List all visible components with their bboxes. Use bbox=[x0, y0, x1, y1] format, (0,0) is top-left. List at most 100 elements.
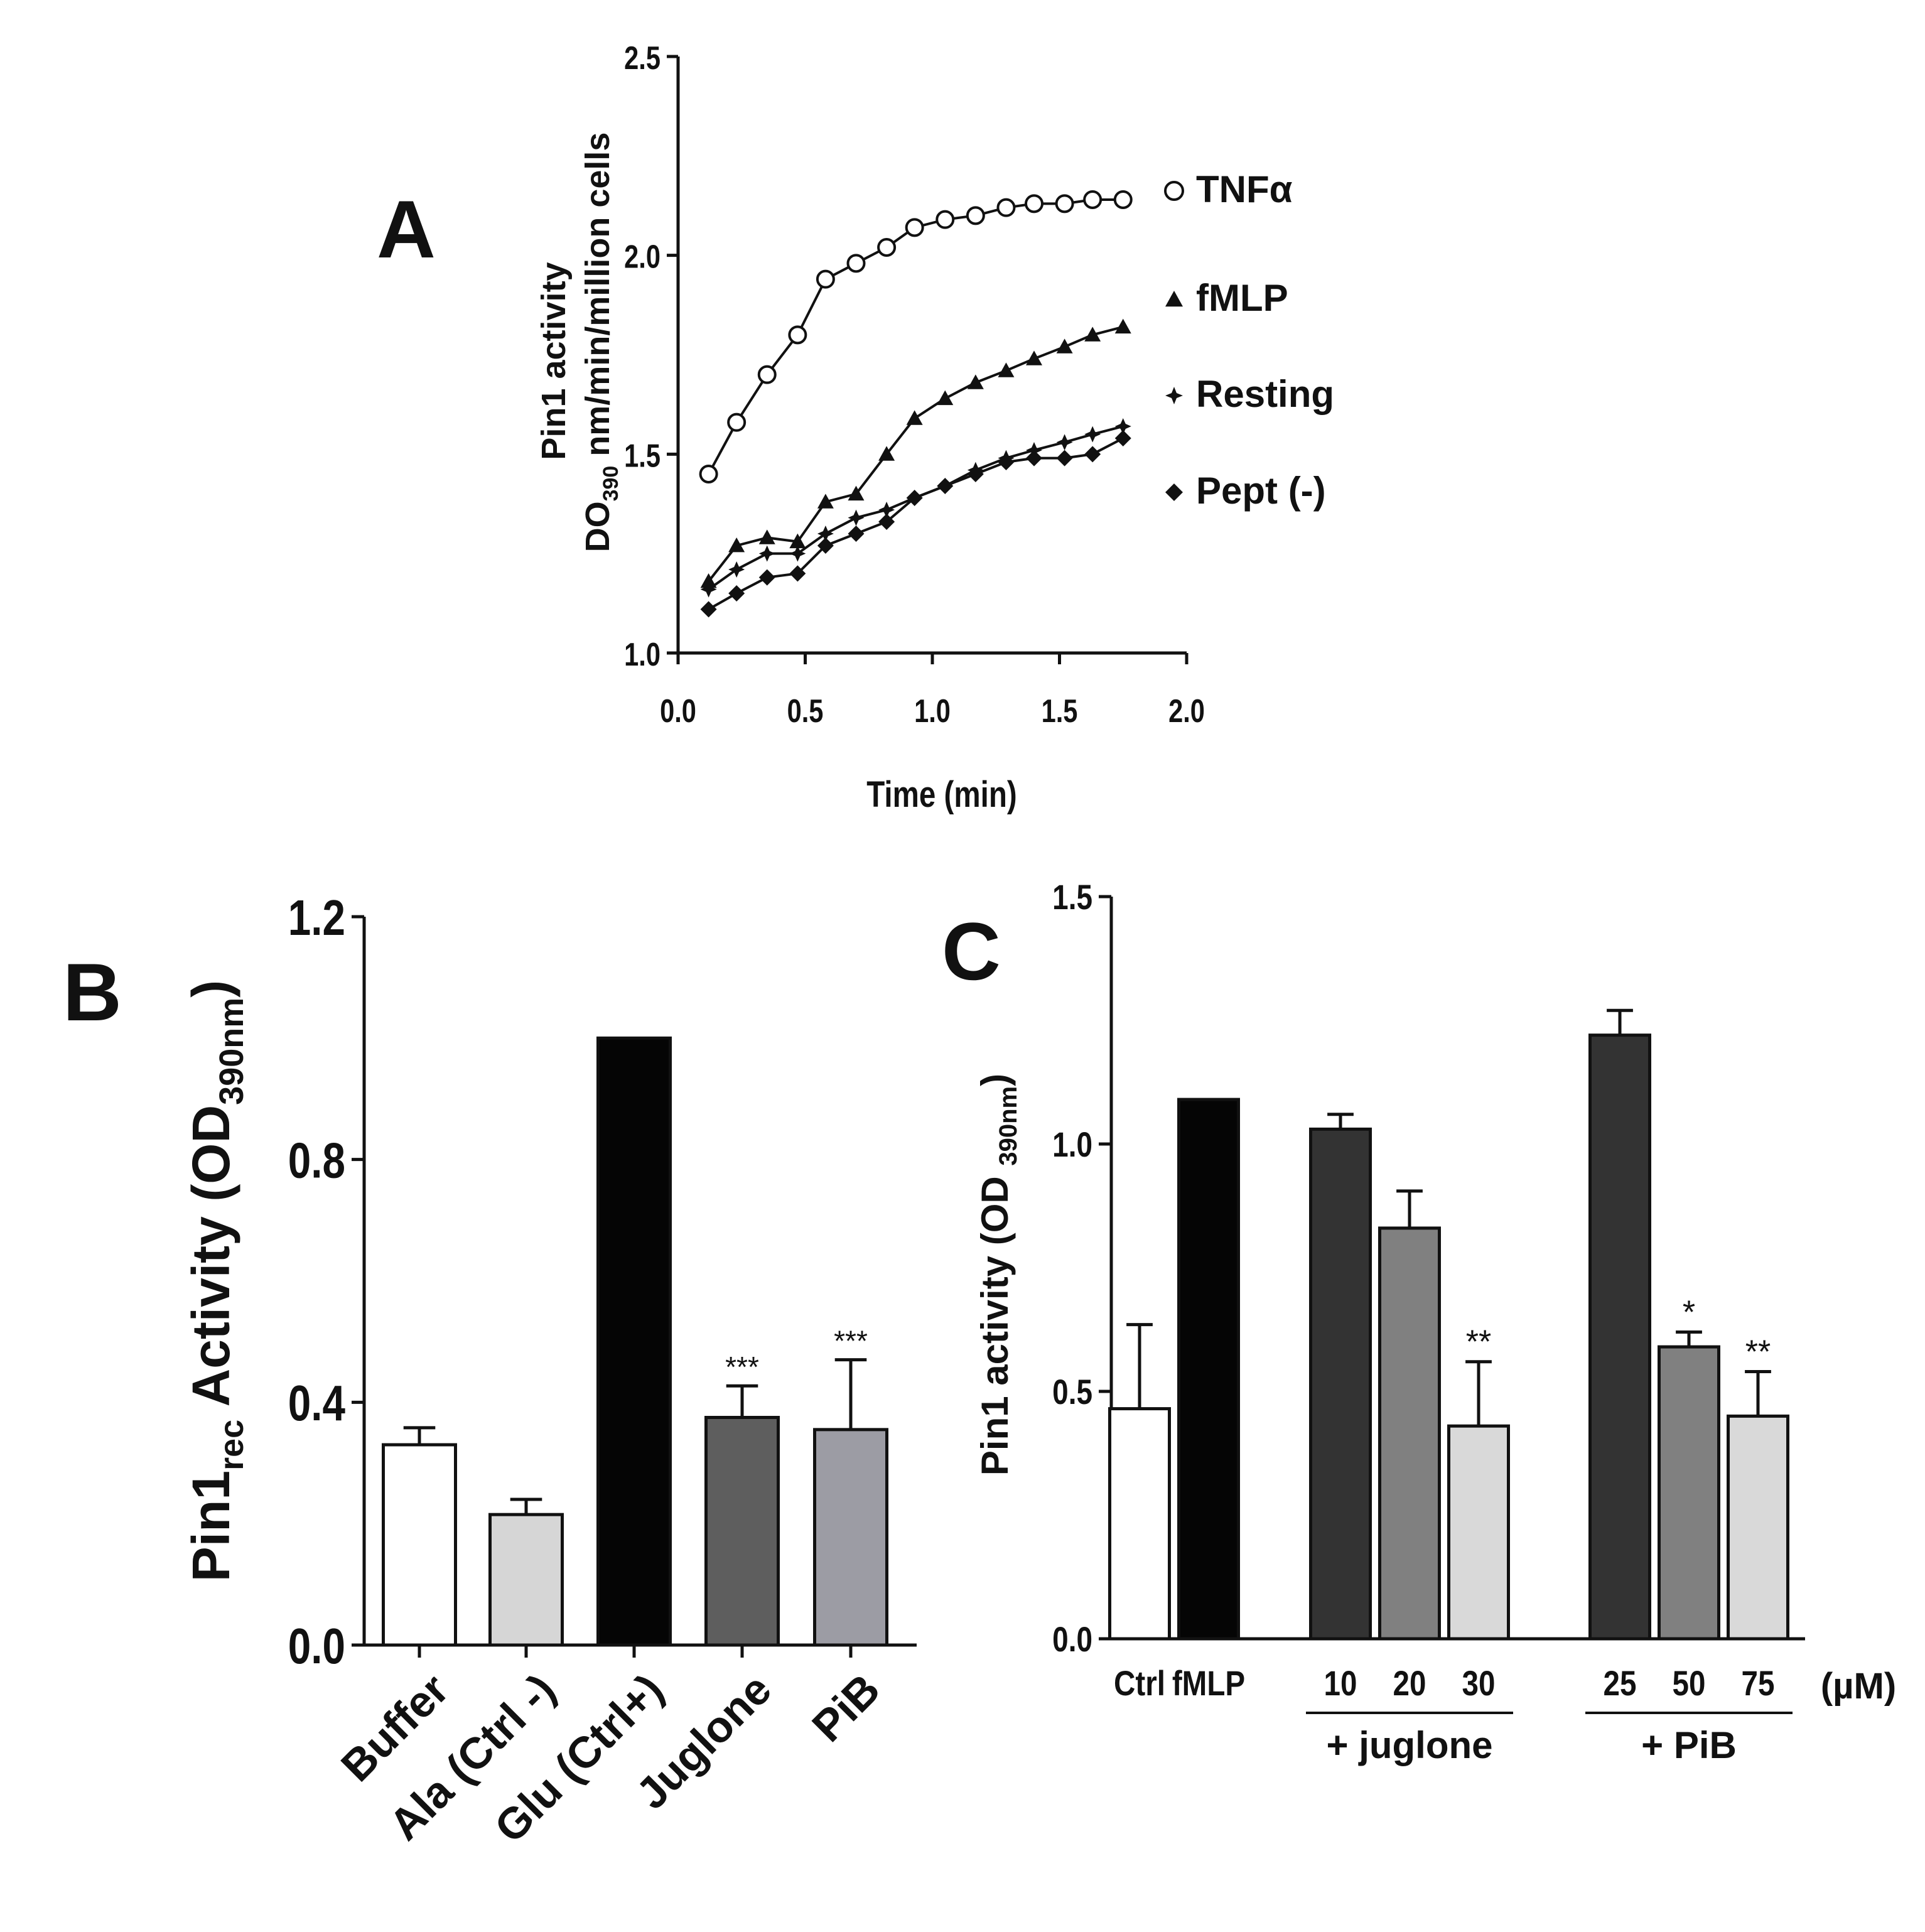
a-x-tick-label: 1.5 bbox=[1042, 693, 1078, 730]
a-data-point bbox=[846, 254, 866, 273]
panel-letter-b: B bbox=[63, 946, 122, 1038]
c-bar bbox=[1447, 1424, 1510, 1641]
a-data-point bbox=[1026, 350, 1042, 365]
a-data-point bbox=[728, 585, 745, 602]
a-legend-label: TNFα bbox=[1196, 168, 1293, 210]
c-significance-label: ** bbox=[1745, 1334, 1771, 1370]
a-series-line bbox=[708, 437, 1124, 611]
c-y-tick-label: 0.5 bbox=[1052, 1373, 1092, 1411]
c-y-tick-label: 1.5 bbox=[1052, 878, 1092, 917]
c-significance-label: ** bbox=[1466, 1324, 1491, 1361]
panel-c-bar-chart: 0.00.51.01.5 ***** Ctrl fMLP 10 20 30 25 50 75 … bbox=[974, 878, 1896, 1766]
a-data-point bbox=[848, 485, 865, 501]
a-data-point bbox=[788, 325, 807, 345]
a-data-point bbox=[967, 466, 984, 482]
c-category-label: Ctrl bbox=[1114, 1664, 1165, 1703]
c-group-label: + PiB bbox=[1641, 1724, 1737, 1766]
c-bar bbox=[1658, 1345, 1720, 1641]
a-series-line bbox=[708, 425, 1124, 591]
panel-a-line-chart: 1.0 1.5 2.0 2.5 0.0 0.5 1.0 1.5 2.0 TNFα fMLP Rest… bbox=[535, 40, 1334, 816]
c-bar bbox=[1177, 1098, 1240, 1641]
a-data-point bbox=[906, 490, 923, 506]
a-data-point bbox=[996, 198, 1016, 217]
c-bar bbox=[1727, 1414, 1789, 1641]
a-data-point bbox=[1056, 450, 1073, 467]
b-bar bbox=[382, 1443, 457, 1647]
a-data-point bbox=[998, 362, 1015, 377]
a-legend-label: fMLP bbox=[1196, 277, 1288, 319]
a-x-tick-label: 0.0 bbox=[660, 693, 696, 730]
a-data-point bbox=[758, 569, 775, 586]
a-data-point bbox=[758, 545, 775, 562]
a-data-point bbox=[1114, 430, 1131, 446]
b-y-tick-label: 0.4 bbox=[288, 1375, 345, 1432]
a-data-point bbox=[728, 537, 745, 553]
a-y-label-line1: Pin1 activity bbox=[535, 262, 573, 460]
c-category-label: 25 bbox=[1604, 1664, 1637, 1703]
c-bar bbox=[1309, 1127, 1372, 1641]
a-data-point bbox=[700, 601, 717, 618]
c-category-label: 10 bbox=[1324, 1664, 1357, 1703]
c-group-label: + juglone bbox=[1326, 1724, 1492, 1766]
a-data-point bbox=[1056, 338, 1073, 353]
a-data-point bbox=[937, 478, 954, 494]
a-data-point bbox=[1083, 190, 1103, 209]
a-data-point bbox=[1084, 426, 1101, 443]
a-data-point bbox=[1055, 194, 1074, 213]
a-data-point bbox=[789, 533, 806, 549]
a-data-point bbox=[699, 465, 718, 483]
a-data-point bbox=[1114, 318, 1131, 334]
a-legend-marker bbox=[1164, 181, 1184, 201]
c-y-tick-label: 0.0 bbox=[1052, 1620, 1092, 1659]
c-bar bbox=[1588, 1033, 1651, 1641]
a-y-tick-label: 1.5 bbox=[624, 437, 661, 474]
b-y-label: Pin1rec Activity (OD390nm) bbox=[181, 980, 251, 1582]
a-data-point bbox=[789, 545, 806, 562]
a-data-point bbox=[758, 529, 775, 544]
b-significance-label: *** bbox=[725, 1351, 759, 1383]
a-data-point bbox=[700, 581, 717, 598]
b-bar bbox=[488, 1513, 564, 1647]
c-category-label: 20 bbox=[1393, 1664, 1426, 1703]
a-data-point bbox=[878, 446, 895, 461]
a-data-point bbox=[848, 526, 865, 542]
c-category-label: 50 bbox=[1673, 1664, 1706, 1703]
a-data-point bbox=[1026, 450, 1042, 467]
a-data-point bbox=[998, 454, 1015, 470]
a-data-point bbox=[700, 573, 717, 588]
a-legend-marker bbox=[1165, 387, 1183, 404]
a-series-line bbox=[707, 198, 1123, 475]
b-y-tick-label: 0.8 bbox=[288, 1132, 345, 1189]
a-data-point bbox=[877, 238, 897, 257]
b-y-tick-label: 1.2 bbox=[288, 890, 345, 946]
a-legend-marker bbox=[1165, 291, 1183, 307]
a-data-point bbox=[937, 390, 954, 406]
b-y-tick-label: 0.0 bbox=[288, 1618, 345, 1675]
a-legend-marker bbox=[1165, 483, 1183, 501]
c-y-tick-label: 1.0 bbox=[1052, 1125, 1092, 1164]
b-bar bbox=[596, 1036, 672, 1647]
a-data-point bbox=[967, 374, 984, 389]
a-x-tick-label: 0.5 bbox=[787, 693, 824, 730]
a-legend-label: Resting bbox=[1196, 373, 1334, 415]
a-data-point bbox=[1084, 326, 1101, 342]
a-data-point bbox=[966, 206, 985, 225]
panel-letter-c: C bbox=[942, 905, 1001, 997]
a-data-point bbox=[848, 509, 865, 526]
c-bar bbox=[1108, 1407, 1171, 1641]
a-x-tick-label: 2.0 bbox=[1168, 693, 1205, 730]
a-x-label: Time (min) bbox=[866, 775, 1016, 816]
c-category-label: 75 bbox=[1742, 1664, 1775, 1703]
c-significance-label: * bbox=[1683, 1294, 1695, 1330]
c-category-label: 30 bbox=[1462, 1664, 1496, 1703]
a-data-point bbox=[906, 410, 923, 425]
b-significance-label: *** bbox=[834, 1325, 868, 1357]
a-data-point bbox=[878, 502, 895, 518]
b-bar bbox=[704, 1416, 780, 1647]
a-y-tick-label: 2.5 bbox=[624, 40, 661, 77]
a-data-point bbox=[1114, 418, 1131, 434]
a-y-label-line2: DO390 nm/min/million cells bbox=[579, 132, 623, 553]
a-data-point bbox=[936, 210, 955, 229]
